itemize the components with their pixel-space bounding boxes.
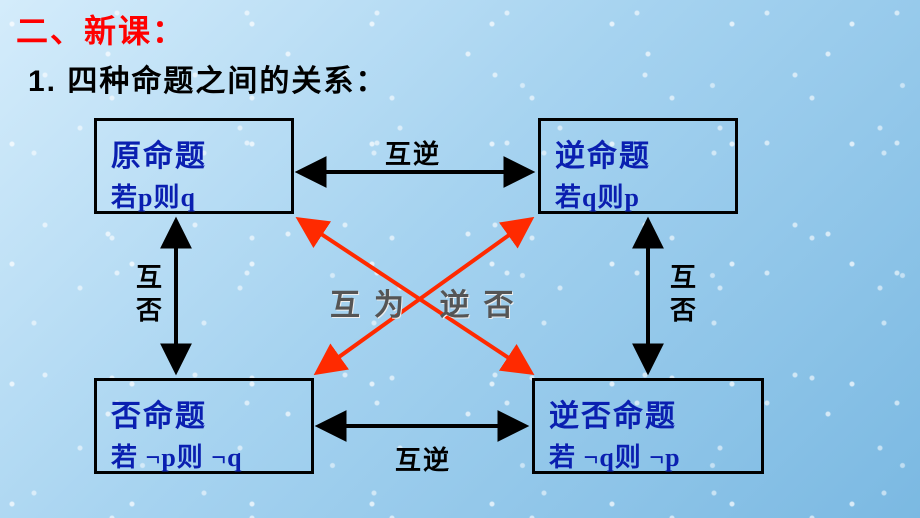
label-center: 互为 逆否 [330, 280, 528, 324]
box-sub: 若 ¬p则 ¬q [111, 437, 297, 474]
label-left: 互否 [136, 262, 164, 327]
box-inverse: 否命题 若 ¬p则 ¬q [94, 378, 314, 474]
label-bottom: 互逆 [395, 440, 451, 477]
box-sub: 若p则q [111, 177, 277, 214]
box-sub: 若q则p [555, 177, 721, 214]
box-title: 逆命题 [555, 131, 721, 175]
label-right: 互否 [670, 262, 698, 327]
box-title: 逆否命题 [549, 391, 747, 435]
box-title: 原命题 [111, 131, 277, 175]
box-title: 否命题 [111, 391, 297, 435]
section-heading: 二、新课： [16, 6, 186, 52]
box-converse: 逆命题 若q则p [538, 118, 738, 214]
box-sub: 若 ¬q则 ¬p [549, 437, 747, 474]
sub-heading: 1. 四种命题之间的关系： [28, 56, 387, 100]
label-top: 互逆 [385, 134, 441, 171]
box-contrapositive: 逆否命题 若 ¬q则 ¬p [532, 378, 764, 474]
box-original: 原命题 若p则q [94, 118, 294, 214]
